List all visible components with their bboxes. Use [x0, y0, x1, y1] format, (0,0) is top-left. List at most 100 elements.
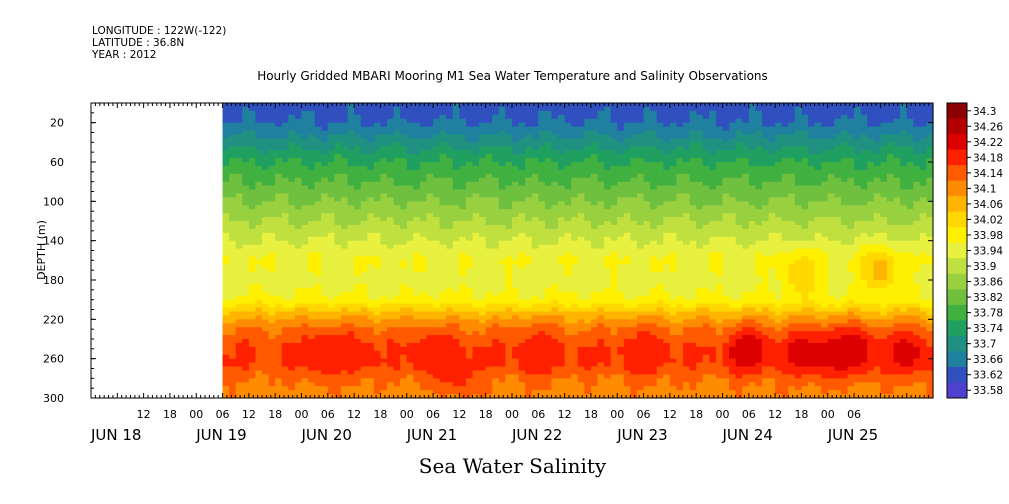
salinity-cell — [433, 110, 441, 116]
salinity-cell — [426, 224, 434, 230]
salinity-cell — [235, 244, 243, 250]
salinity-cell — [327, 142, 335, 147]
salinity-cell — [367, 173, 375, 179]
salinity-cell — [459, 374, 467, 379]
salinity-cell — [604, 335, 612, 340]
salinity-cell — [426, 130, 434, 136]
salinity-cell — [235, 189, 243, 195]
salinity-cell — [327, 354, 335, 360]
salinity-cell — [643, 331, 651, 336]
salinity-cell — [373, 134, 382, 139]
salinity-cell — [262, 370, 270, 375]
salinity-cell — [255, 185, 263, 191]
salinity-cell — [518, 169, 526, 175]
salinity-cell — [281, 142, 289, 147]
salinity-cell — [334, 110, 342, 116]
salinity-cell — [400, 374, 408, 379]
salinity-cell — [650, 350, 658, 356]
salinity-cell — [452, 315, 460, 320]
salinity-cell — [294, 268, 303, 273]
salinity-cell — [597, 201, 605, 206]
salinity-cell — [590, 236, 599, 242]
salinity-cell — [262, 122, 270, 128]
salinity-cell — [426, 307, 434, 313]
salinity-cell — [354, 177, 362, 183]
salinity-cell — [544, 197, 553, 202]
salinity-cell — [630, 339, 638, 344]
salinity-cell — [347, 201, 355, 206]
salinity-cell — [636, 228, 645, 234]
salinity-cell — [551, 264, 559, 269]
salinity-cell — [419, 224, 428, 230]
salinity-cell — [413, 346, 421, 352]
salinity-cell — [564, 370, 572, 375]
salinity-cell — [636, 394, 645, 399]
salinity-cell — [485, 150, 493, 155]
salinity-cell — [354, 217, 362, 222]
salinity-cell — [512, 346, 520, 352]
salinity-cell — [308, 386, 316, 391]
salinity-cell — [308, 217, 316, 222]
salinity-cell — [650, 287, 658, 293]
salinity-cell — [367, 165, 375, 171]
salinity-cell — [584, 390, 592, 395]
salinity-cell — [512, 114, 520, 120]
salinity-cell — [485, 103, 493, 108]
salinity-cell — [485, 264, 493, 269]
salinity-cell — [479, 177, 487, 183]
salinity-cell — [400, 264, 408, 269]
salinity-cell — [235, 390, 243, 395]
salinity-cell — [314, 177, 322, 183]
salinity-cell — [446, 106, 454, 112]
salinity-cell — [630, 303, 638, 309]
salinity-cell — [347, 339, 355, 344]
salinity-cell — [643, 276, 651, 281]
salinity-cell — [413, 130, 421, 136]
salinity-cell — [347, 256, 355, 261]
salinity-cell — [577, 386, 585, 391]
salinity-cell — [465, 106, 474, 112]
salinity-cell — [380, 252, 388, 257]
salinity-cell — [314, 362, 322, 368]
salinity-cell — [354, 315, 362, 320]
salinity-cell — [268, 307, 276, 313]
salinity-cell — [531, 276, 539, 281]
salinity-cell — [373, 378, 382, 383]
salinity-cell — [340, 327, 349, 332]
salinity-cell — [604, 378, 612, 383]
salinity-cell — [314, 240, 322, 246]
salinity-cell — [354, 122, 362, 128]
salinity-cell — [419, 307, 428, 313]
salinity-cell — [604, 118, 612, 124]
salinity-cell — [294, 319, 303, 324]
salinity-cell — [597, 232, 605, 238]
salinity-cell — [229, 386, 237, 391]
salinity-cell — [334, 146, 342, 151]
salinity-cell — [433, 287, 441, 293]
salinity-cell — [604, 354, 612, 360]
salinity-cell — [235, 331, 243, 336]
salinity-cell — [597, 146, 605, 151]
salinity-cell — [459, 209, 467, 214]
salinity-cell — [610, 272, 618, 277]
salinity-cell — [275, 221, 283, 226]
salinity-cell — [321, 221, 329, 226]
salinity-cell — [577, 390, 585, 395]
salinity-cell — [446, 197, 454, 202]
salinity-cell — [327, 378, 335, 383]
salinity-cell — [288, 228, 296, 234]
salinity-cell — [235, 335, 243, 340]
salinity-cell — [308, 382, 316, 387]
salinity-cell — [650, 126, 658, 132]
salinity-cell — [465, 154, 474, 159]
salinity-cell — [242, 303, 250, 309]
salinity-cell — [630, 382, 638, 387]
salinity-cell — [525, 228, 533, 234]
salinity-cell — [571, 346, 579, 352]
salinity-cell — [340, 287, 349, 293]
salinity-cell — [446, 268, 454, 273]
salinity-cell — [551, 240, 559, 246]
salinity-cell — [327, 213, 335, 218]
salinity-cell — [301, 173, 309, 179]
salinity-cell — [551, 366, 559, 372]
